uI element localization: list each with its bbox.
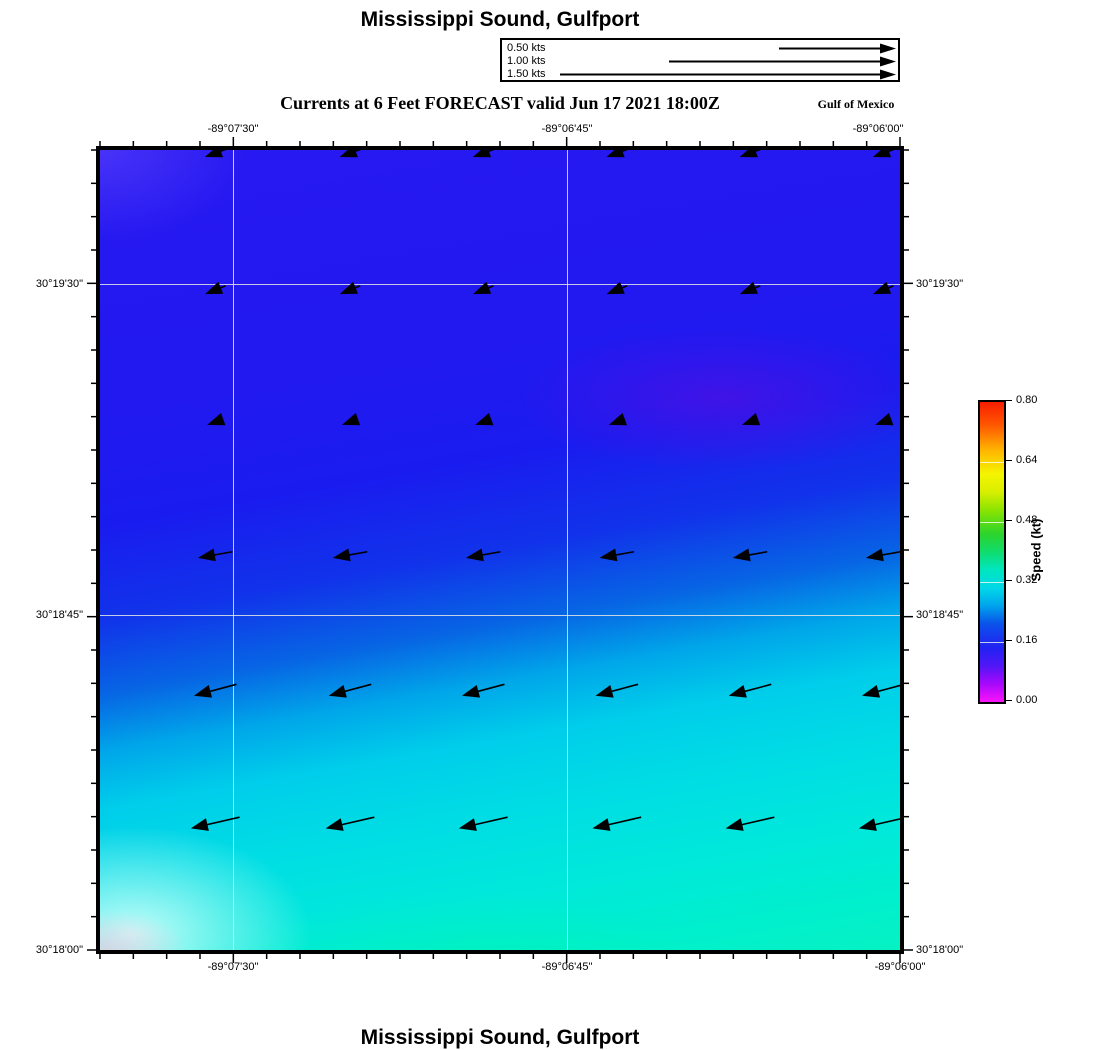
- current-arrow: [865, 548, 900, 562]
- lat-label-right-1: 30°18'45": [916, 609, 964, 621]
- lat-label-left-0: 30°19'30": [35, 278, 83, 290]
- current-arrow: [739, 281, 761, 295]
- current-arrow: [606, 150, 628, 158]
- current-arrow: [592, 816, 642, 831]
- lon-label-bottom-1: -89°06'45": [541, 961, 593, 973]
- current-arrow: [458, 816, 508, 831]
- current-arrow: [728, 683, 772, 698]
- current-arrow: [205, 281, 226, 295]
- colorbar-tick-1: 0.64: [1016, 454, 1038, 466]
- lon-label-bottom-0: -89°07'30": [207, 961, 259, 973]
- current-arrow: [872, 150, 894, 158]
- colorbar-tick-3: 0.32: [1016, 574, 1038, 586]
- lat-label-right-2: 30°18'00": [916, 944, 964, 956]
- colorbar-gridline: [980, 582, 1004, 583]
- current-arrow: [606, 281, 628, 295]
- current-arrow: [858, 816, 900, 831]
- legend-scale-arrows-icon: [560, 43, 896, 80]
- current-arrow: [473, 281, 494, 295]
- lat-label-right-0: 30°19'30": [916, 278, 964, 290]
- gridline-vertical-1: [567, 150, 568, 950]
- current-arrow: [342, 412, 361, 426]
- colorbar-tick-mark: [1004, 700, 1012, 701]
- colorbar-tick-0: 0.80: [1016, 394, 1038, 406]
- arrow-scale-legend: 0.50 kts 1.00 kts 1.50 kts: [500, 38, 900, 82]
- gridline-horizontal-1: [100, 615, 900, 616]
- legend-item-1: 1.00 kts: [507, 55, 546, 67]
- lon-label-top-0: -89°07'30": [207, 123, 259, 135]
- current-arrow: [204, 150, 226, 158]
- current-arrows-layer: [190, 150, 900, 831]
- current-arrow: [873, 281, 894, 295]
- gridline-vertical-0: [233, 150, 234, 950]
- lon-label-top-2: -89°06'00": [852, 123, 904, 135]
- current-arrow: [608, 412, 628, 426]
- current-arrow: [190, 816, 240, 831]
- legend-item-0: 0.50 kts: [507, 42, 546, 54]
- colorbar-tick-mark: [1004, 640, 1012, 641]
- forecast-valid-time-subtitle: Currents at 6 Feet FORECAST valid Jun 17…: [280, 93, 720, 113]
- current-arrow: [197, 548, 233, 562]
- current-arrow: [465, 548, 501, 562]
- colorbar-gridline: [980, 462, 1004, 463]
- colorbar-tick-mark: [1004, 520, 1012, 521]
- lon-label-bottom-2: -89°06'00": [874, 961, 926, 973]
- current-arrow: [339, 150, 361, 158]
- lon-label-top-1: -89°06'45": [541, 123, 593, 135]
- current-arrow: [732, 548, 768, 562]
- current-arrow: [328, 683, 372, 698]
- current-arrow: [725, 816, 775, 831]
- legend-item-2: 1.50 kts: [507, 68, 546, 80]
- colorbar-tick-4: 0.16: [1016, 634, 1038, 646]
- colorbar-tick-5: 0.00: [1016, 694, 1038, 706]
- footer-title: Mississippi Sound, Gulfport: [360, 1026, 640, 1049]
- current-arrow: [739, 150, 761, 158]
- current-arrow: [193, 683, 237, 698]
- gridline-horizontal-0: [100, 284, 900, 285]
- colorbar-tick-2: 0.48: [1016, 514, 1038, 526]
- current-arrow: [332, 548, 368, 562]
- basin-label: Gulf of Mexico: [817, 97, 895, 111]
- current-arrow: [472, 150, 494, 158]
- current-arrow: [595, 683, 639, 698]
- current-arrow: [461, 683, 505, 698]
- colorbar-axis-title: Speed (kt): [1028, 518, 1044, 582]
- current-arrow: [875, 412, 894, 426]
- colorbar-tick-mark: [1004, 580, 1012, 581]
- page-title: Mississippi Sound, Gulfport: [360, 8, 640, 31]
- current-arrow: [861, 683, 900, 698]
- colorbar-gridline: [980, 642, 1004, 643]
- colorbar-gridline: [980, 522, 1004, 523]
- colorbar-tick-mark: [1004, 400, 1012, 401]
- lat-label-left-2: 30°18'00": [35, 944, 83, 956]
- current-arrow: [742, 412, 761, 426]
- current-arrow: [207, 412, 226, 426]
- lat-label-left-1: 30°18'45": [35, 609, 83, 621]
- speed-colorbar: [978, 400, 1006, 704]
- current-arrow: [475, 412, 494, 426]
- current-arrow: [339, 281, 361, 295]
- colorbar-tick-mark: [1004, 460, 1012, 461]
- current-arrow: [599, 548, 635, 562]
- current-speed-map: [100, 150, 900, 950]
- current-arrow: [325, 816, 375, 831]
